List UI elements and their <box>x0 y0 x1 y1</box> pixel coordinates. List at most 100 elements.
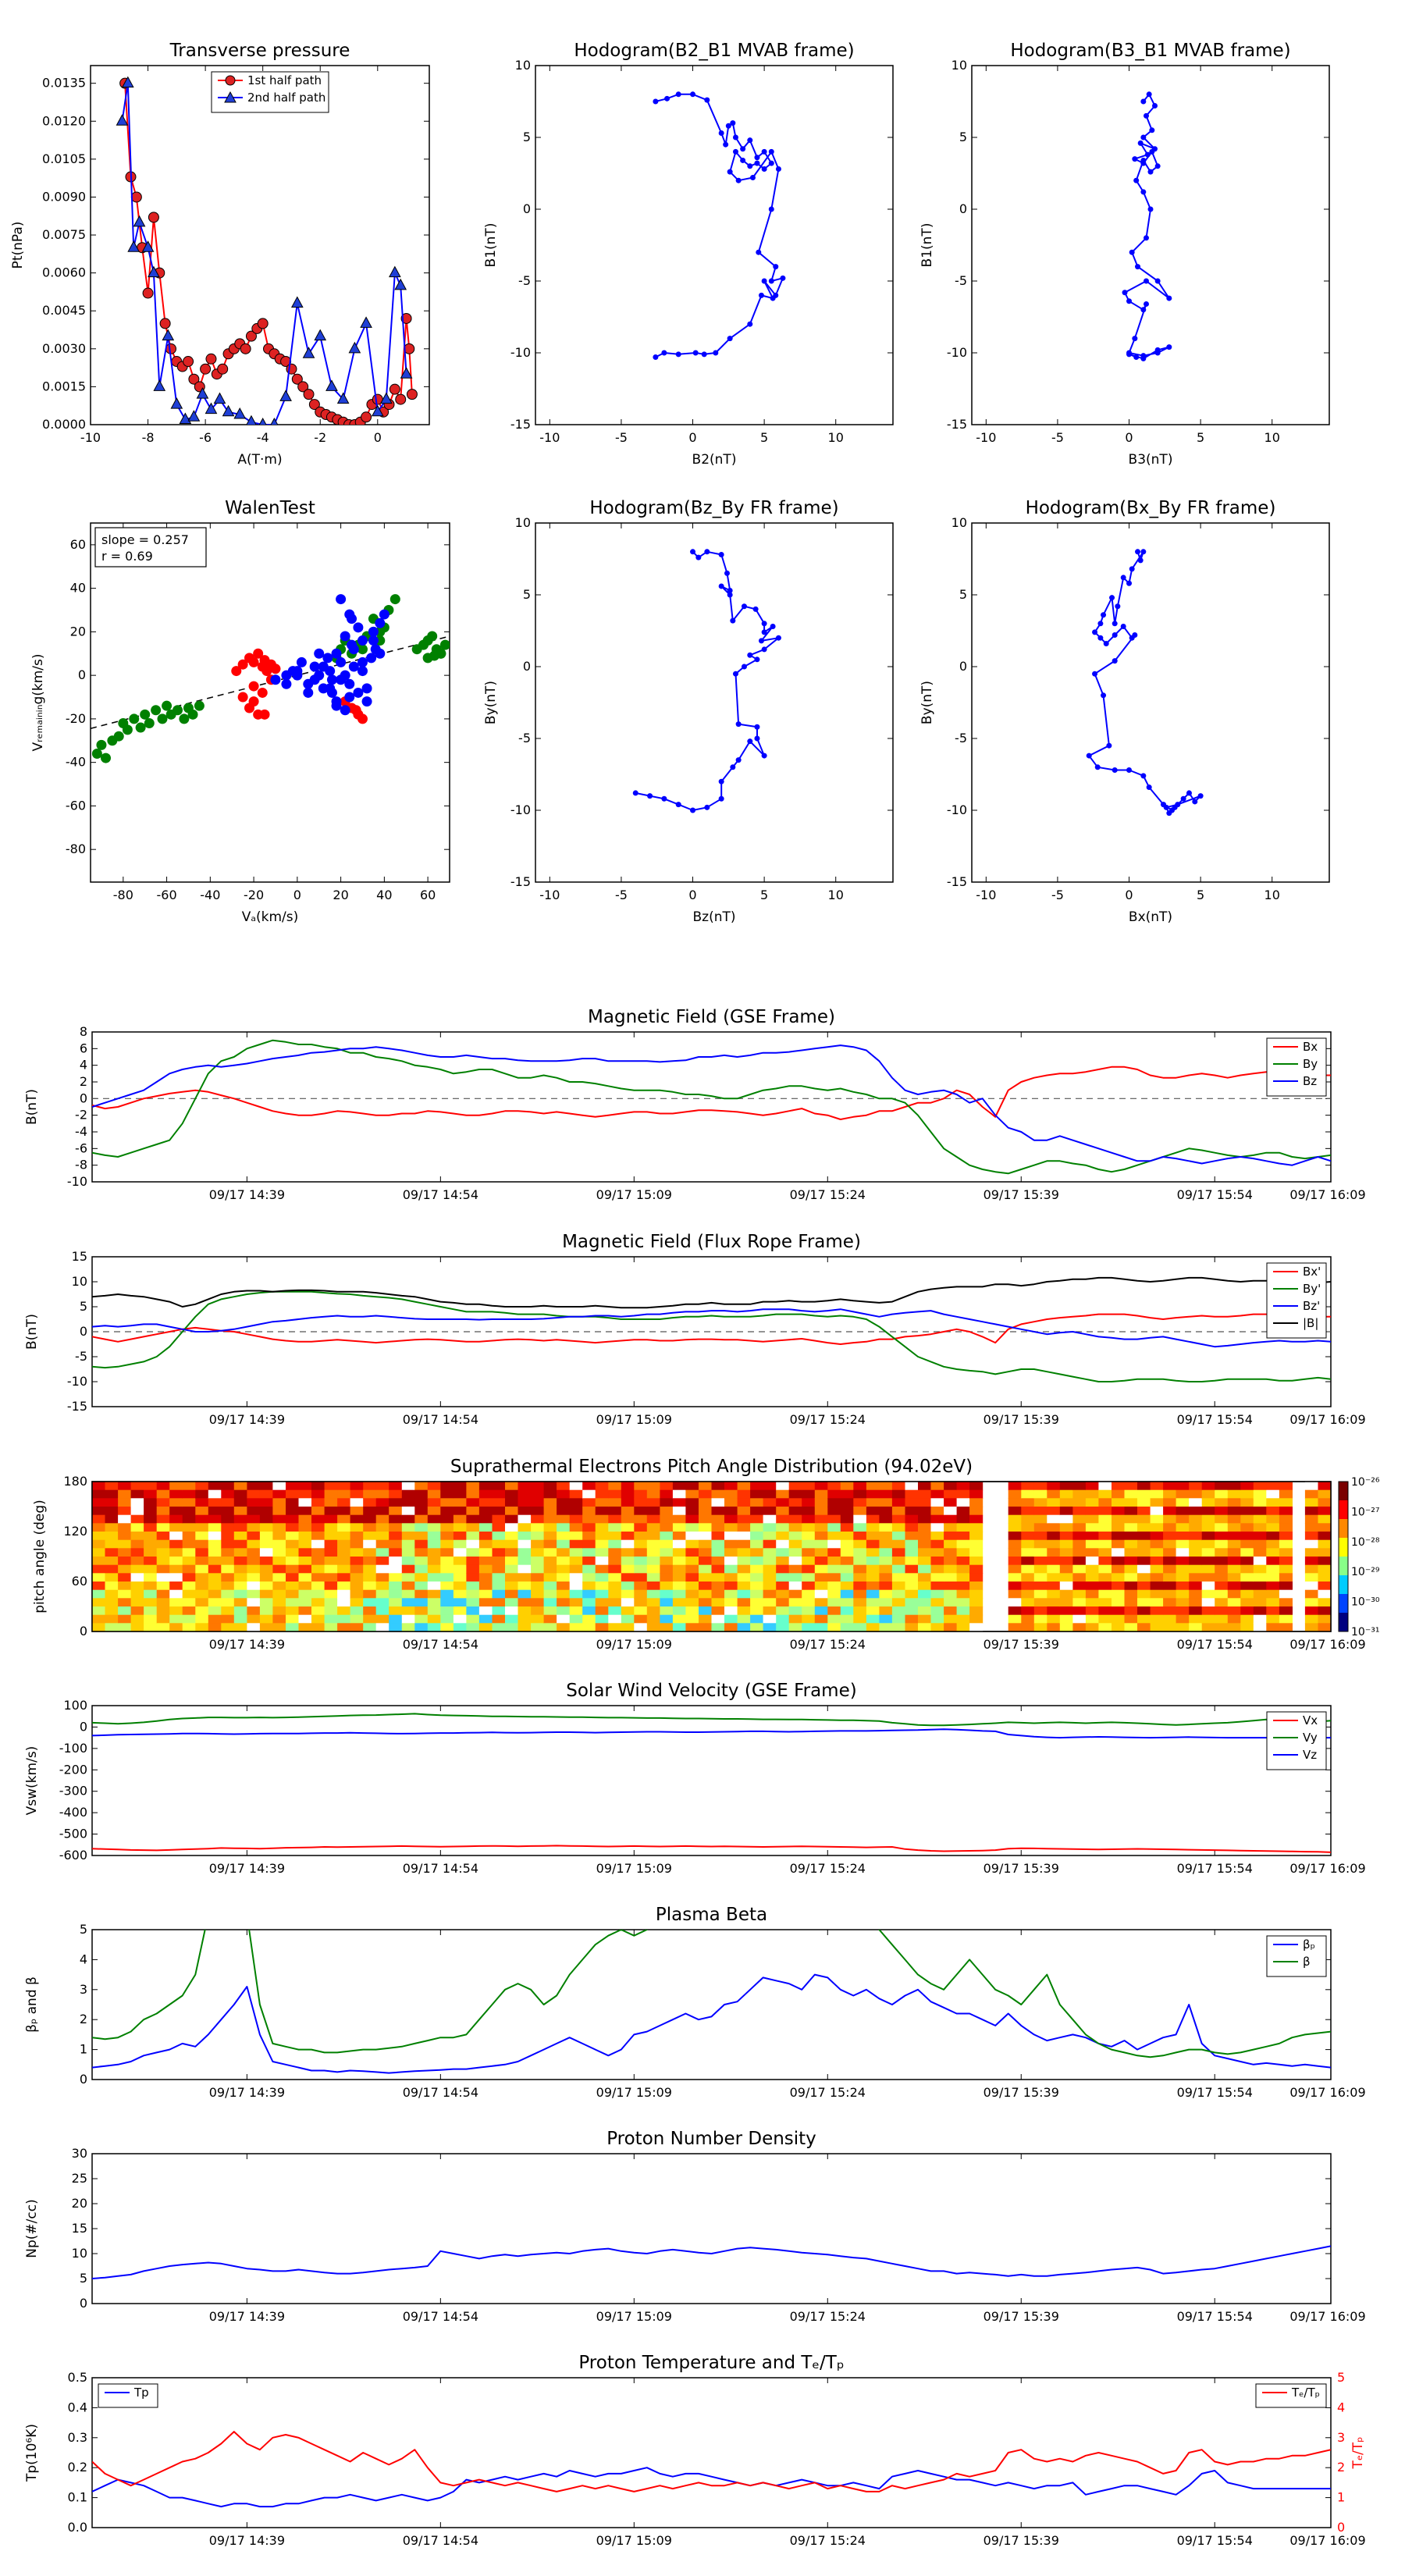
heatmap-cell <box>427 1598 441 1607</box>
heatmap-cell <box>1304 1614 1318 1624</box>
heatmap-cell <box>944 1482 958 1491</box>
heatmap-cell <box>286 1614 300 1624</box>
chart-pt: Transverse pressure0.00000.00150.00300.0… <box>10 41 430 468</box>
heatmap-cell <box>389 1557 403 1566</box>
heatmap-cell <box>311 1623 325 1631</box>
heatmap-cell <box>169 1548 183 1557</box>
heatmap-cell <box>324 1564 338 1574</box>
y-tick-label: -15 <box>947 874 967 889</box>
heatmap-cell <box>247 1548 261 1557</box>
plot-frame <box>91 2377 1332 2528</box>
heatmap-cell <box>1137 1539 1151 1549</box>
heatmap-cell <box>582 1573 596 1582</box>
heatmap-cell <box>956 1623 970 1631</box>
heatmap-cell <box>298 1623 312 1631</box>
heatmap-cell <box>1112 1514 1126 1524</box>
y-tick-label: 15 <box>72 1249 87 1264</box>
heatmap-cell <box>1189 1482 1203 1491</box>
heatmap-cell <box>337 1482 351 1491</box>
heatmap-cell <box>1176 1598 1190 1607</box>
heatmap-cell <box>221 1514 235 1524</box>
heatmap-cell <box>401 1514 415 1524</box>
heatmap-cell <box>272 1614 286 1624</box>
heatmap-cell <box>543 1539 557 1549</box>
heatmap-cell <box>1059 1589 1073 1599</box>
heatmap-cell <box>1137 1582 1151 1591</box>
heatmap-cell <box>505 1606 519 1616</box>
heatmap-cell <box>169 1557 183 1566</box>
hodogram-point <box>727 592 733 598</box>
heatmap-cell <box>130 1623 144 1631</box>
heatmap-cell <box>1266 1514 1280 1524</box>
data-point-circle <box>142 287 154 299</box>
heatmap-cell <box>750 1482 764 1491</box>
heatmap-cell <box>750 1614 764 1624</box>
hodogram-point <box>1126 767 1133 773</box>
heatmap-cell <box>156 1582 170 1591</box>
heatmap-cell <box>1176 1557 1190 1566</box>
heatmap-cell <box>711 1623 725 1631</box>
heatmap-cell <box>466 1623 480 1631</box>
heatmap-cell <box>1176 1507 1190 1516</box>
y-tick-label: 0.0045 <box>42 303 86 318</box>
scatter-point <box>344 609 355 620</box>
heatmap-cell <box>879 1514 893 1524</box>
heatmap-cell <box>969 1614 984 1624</box>
heatmap-cell <box>905 1564 919 1574</box>
scatter-point <box>357 635 368 646</box>
heatmap-cell <box>840 1557 854 1566</box>
data-point-triangle <box>121 76 134 88</box>
heatmap-cell <box>711 1498 725 1507</box>
scatter-point <box>270 674 281 685</box>
heatmap-cell <box>956 1489 970 1499</box>
scatter-point <box>309 661 320 672</box>
heatmap-cell <box>672 1507 686 1516</box>
heatmap-cell <box>1059 1614 1073 1624</box>
heatmap-cell <box>311 1614 325 1624</box>
heatmap-cell <box>1227 1548 1241 1557</box>
chart-title: Proton Temperature and Tₑ/Tₚ <box>578 2353 844 2373</box>
hodogram-point <box>653 98 659 105</box>
heatmap-cell <box>1163 1564 1177 1574</box>
heatmap-cell <box>969 1489 984 1499</box>
heatmap-cell <box>272 1589 286 1599</box>
heatmap-cell <box>247 1557 261 1566</box>
heatmap-cell <box>531 1557 545 1566</box>
heatmap-cell <box>1176 1498 1190 1507</box>
heatmap-cell <box>233 1557 247 1566</box>
heatmap-cell <box>298 1498 312 1507</box>
hodogram-point <box>1133 354 1140 361</box>
heatmap-cell <box>1124 1582 1138 1591</box>
y-tick-label: 0.0075 <box>42 227 86 242</box>
heatmap-cell <box>840 1507 854 1516</box>
legend-label: Tp <box>133 2386 149 2400</box>
heatmap-cell <box>944 1564 958 1574</box>
heatmap-cell <box>286 1498 300 1507</box>
y-tick-label: -15 <box>67 1399 87 1414</box>
heatmap-cell <box>905 1614 919 1624</box>
heatmap-cell <box>324 1507 338 1516</box>
y-axis-label: By(nT) <box>483 681 499 724</box>
heatmap-cell <box>259 1523 273 1532</box>
heatmap-cell <box>557 1489 571 1499</box>
heatmap-cell <box>814 1589 828 1599</box>
heatmap-cell <box>130 1514 144 1524</box>
heatmap-cell <box>1072 1548 1087 1557</box>
heatmap-cell <box>1304 1507 1318 1516</box>
heatmap-cell <box>169 1507 183 1516</box>
heatmap-cell <box>247 1489 261 1499</box>
y-tick-label: 0 <box>959 201 967 216</box>
heatmap-cell <box>699 1606 713 1616</box>
heatmap-cell <box>763 1523 777 1532</box>
heatmap-cell <box>840 1598 854 1607</box>
heatmap-cell <box>1072 1489 1087 1499</box>
y-tick-label: 3 <box>80 1982 87 1997</box>
heatmap-cell <box>1098 1539 1112 1549</box>
x-tick-label: 09/17 15:54 <box>1177 1637 1253 1652</box>
x-axis-label: Bz(nT) <box>692 909 735 925</box>
data-point-circle <box>148 212 159 223</box>
heatmap-cell <box>363 1598 377 1607</box>
heatmap-cell <box>130 1532 144 1541</box>
heatmap-cell <box>1227 1507 1241 1516</box>
heatmap-cell <box>646 1507 660 1516</box>
